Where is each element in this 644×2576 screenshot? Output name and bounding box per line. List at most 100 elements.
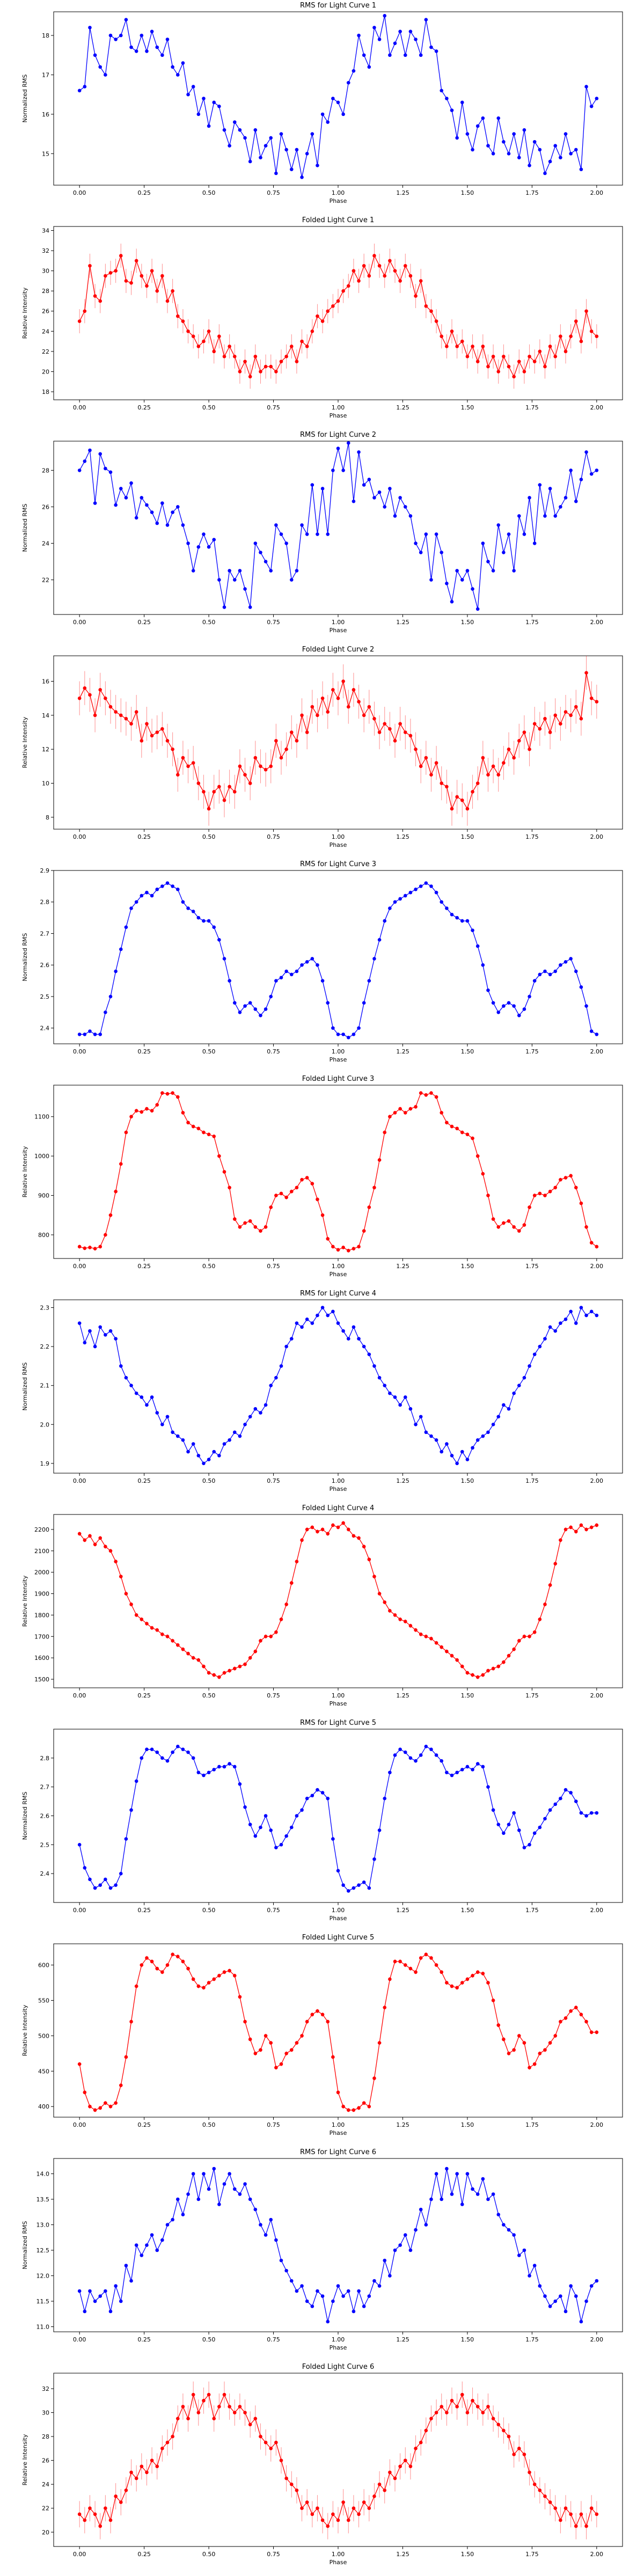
x-tick-label: 1.00: [332, 619, 345, 626]
data-point: [238, 569, 242, 573]
data-point: [83, 2309, 87, 2314]
data-point: [98, 2524, 103, 2528]
data-point: [316, 2289, 319, 2293]
data-point: [129, 481, 133, 485]
data-point: [83, 309, 87, 313]
data-point: [124, 2489, 128, 2492]
data-point: [124, 496, 128, 500]
data-point: [481, 1434, 485, 1438]
data-point: [196, 2411, 201, 2414]
data-point: [429, 309, 433, 313]
data-point: [377, 730, 382, 734]
data-point: [88, 1329, 92, 1333]
data-point: [372, 1364, 376, 1368]
x-axis-label: Phase: [330, 2344, 347, 2351]
data-point: [232, 2187, 237, 2191]
data-point: [445, 1121, 449, 1125]
data-point: [367, 705, 371, 709]
data-point: [326, 120, 330, 124]
data-point: [362, 264, 366, 268]
data-point: [584, 309, 588, 313]
data-point: [383, 722, 387, 726]
plot-area: [53, 870, 623, 1044]
data-point: [331, 1837, 335, 1841]
data-point: [346, 1337, 350, 1341]
data-point: [124, 279, 128, 283]
data-point: [238, 370, 242, 374]
data-point: [559, 2019, 562, 2024]
x-tick-label: 0.50: [202, 1692, 216, 1699]
data-point: [181, 1647, 185, 1651]
data-point: [175, 1643, 180, 1647]
data-point: [471, 1136, 474, 1140]
data-point: [574, 2006, 578, 2009]
data-point: [450, 807, 454, 811]
data-point: [320, 2012, 325, 2017]
data-point: [104, 2289, 107, 2293]
data-point: [450, 2192, 454, 2196]
data-point: [341, 679, 345, 683]
y-tick-label: 2100: [34, 1548, 49, 1555]
x-tick-label: 0.75: [267, 1263, 280, 1270]
x-tick-label: 0.00: [73, 2551, 86, 2558]
data-point: [98, 1883, 103, 1887]
series-group: [77, 2167, 599, 2324]
data-point: [471, 1673, 474, 1677]
x-tick-label: 0.50: [202, 2551, 216, 2558]
data-point: [383, 919, 387, 923]
data-point: [569, 1791, 573, 1795]
data-point: [507, 2434, 511, 2439]
data-point: [196, 2197, 201, 2201]
data-point: [196, 1126, 201, 1131]
data-point: [300, 2506, 304, 2511]
x-axis-label: Phase: [330, 2559, 347, 2566]
data-point: [253, 1407, 258, 1411]
data-point: [434, 1641, 438, 1645]
data-point: [124, 925, 128, 930]
data-point: [445, 581, 449, 586]
data-point: [207, 545, 211, 549]
data-point: [150, 510, 154, 514]
y-axis-label: Normalized RMS: [21, 933, 28, 981]
data-point: [202, 2398, 206, 2403]
x-tick-label: 0.00: [73, 1048, 86, 1055]
data-point: [316, 163, 319, 167]
data-point: [336, 299, 340, 303]
data-point: [140, 2253, 144, 2257]
data-point: [471, 2398, 474, 2403]
data-point: [124, 1837, 128, 1841]
data-point: [403, 1963, 407, 1967]
data-point: [326, 532, 330, 536]
data-point: [88, 264, 92, 268]
chart-title: Folded Light Curve 1: [302, 216, 375, 224]
data-point: [595, 2512, 599, 2516]
data-point: [491, 1666, 495, 1671]
y-tick-label: 22: [42, 576, 49, 583]
series-group: [77, 1745, 599, 1893]
data-point: [119, 1162, 123, 1166]
data-point: [574, 319, 578, 323]
data-point: [579, 1201, 583, 1205]
data-point: [217, 938, 221, 942]
data-point: [388, 1609, 392, 1613]
data-point: [222, 1170, 226, 1174]
data-point: [238, 1010, 242, 1014]
data-point: [269, 1205, 273, 1209]
series-group: [77, 881, 599, 1040]
data-point: [264, 1814, 268, 1818]
data-point: [517, 514, 521, 518]
data-point: [595, 700, 599, 704]
data-point: [212, 1673, 216, 1677]
data-point: [424, 18, 428, 21]
data-point: [419, 1633, 423, 1636]
data-point: [532, 1352, 537, 1356]
data-point: [155, 1103, 159, 1107]
data-point: [357, 2289, 361, 2293]
data-point: [398, 2243, 402, 2247]
data-point: [517, 2447, 521, 2450]
data-point: [191, 910, 195, 913]
data-point: [217, 1154, 221, 1158]
y-tick-label: 24: [42, 328, 49, 335]
data-point: [259, 2223, 262, 2227]
